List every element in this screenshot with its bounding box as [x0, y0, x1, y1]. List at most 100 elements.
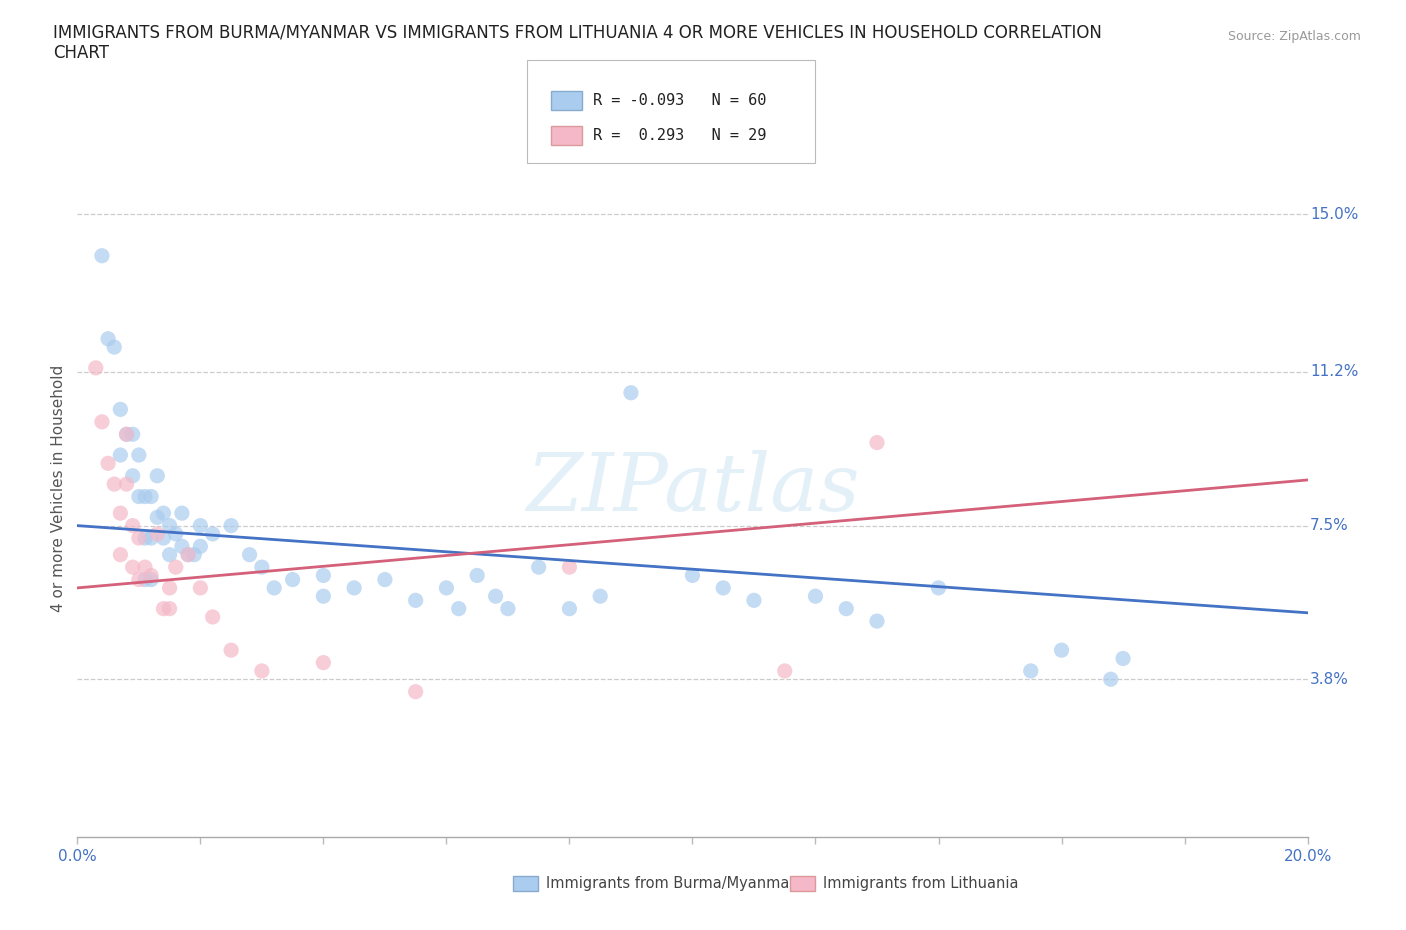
Point	[141, 568, 163, 583]
Point	[773, 663, 796, 678]
Point	[485, 589, 508, 604]
Text: Source: ZipAtlas.com: Source: ZipAtlas.com	[1227, 30, 1361, 43]
Point	[804, 589, 827, 604]
Point	[152, 506, 174, 521]
Point	[374, 572, 396, 587]
Point	[405, 593, 427, 608]
Point	[97, 456, 120, 471]
Point	[152, 601, 174, 616]
Point	[281, 572, 304, 587]
Point	[1099, 671, 1122, 686]
Point	[312, 655, 335, 670]
Point	[165, 526, 187, 541]
Point	[496, 601, 519, 616]
Point	[312, 589, 335, 604]
Point	[263, 580, 285, 595]
Point	[928, 580, 950, 595]
Point	[128, 489, 150, 504]
Point	[405, 684, 427, 699]
Point	[128, 531, 150, 546]
Point	[742, 593, 765, 608]
Point	[188, 580, 212, 595]
Point	[711, 580, 734, 595]
Point	[159, 518, 181, 533]
Point	[84, 361, 107, 376]
Point	[250, 560, 273, 575]
Point	[110, 447, 132, 462]
Point	[90, 415, 114, 430]
Point	[165, 560, 187, 575]
Point	[219, 518, 242, 533]
Text: 15.0%: 15.0%	[1310, 206, 1358, 221]
Point	[177, 547, 200, 562]
Point	[159, 580, 181, 595]
Point	[115, 477, 138, 492]
Text: Immigrants from Lithuania: Immigrants from Lithuania	[823, 876, 1018, 891]
Text: 11.2%: 11.2%	[1310, 365, 1358, 379]
Point	[201, 609, 224, 624]
Text: R =  0.293   N = 29: R = 0.293 N = 29	[593, 128, 766, 143]
Point	[115, 427, 138, 442]
Point	[558, 601, 581, 616]
Point	[558, 560, 581, 575]
Point	[110, 402, 132, 417]
Point	[134, 560, 156, 575]
Text: 3.8%: 3.8%	[1310, 671, 1348, 686]
Point	[103, 477, 125, 492]
Point	[527, 560, 550, 575]
Point	[128, 572, 150, 587]
Point	[177, 547, 200, 562]
Point	[146, 510, 169, 525]
Point	[134, 531, 156, 546]
Point	[343, 580, 366, 595]
Point	[146, 526, 169, 541]
Text: R = -0.093   N = 60: R = -0.093 N = 60	[593, 93, 766, 108]
Point	[201, 526, 224, 541]
Point	[170, 506, 193, 521]
Point	[589, 589, 612, 604]
Point	[141, 572, 163, 587]
Text: 7.5%: 7.5%	[1310, 518, 1348, 533]
Point	[183, 547, 205, 562]
Point	[620, 385, 643, 400]
Point	[110, 506, 132, 521]
Point	[250, 663, 273, 678]
Point	[1050, 643, 1073, 658]
Point	[141, 531, 163, 546]
Point	[835, 601, 858, 616]
Text: CHART: CHART	[53, 44, 110, 61]
Point	[121, 427, 143, 442]
Point	[90, 248, 114, 263]
Point	[159, 601, 181, 616]
Point	[1112, 651, 1135, 666]
Point	[1019, 663, 1042, 678]
Text: ZIPatlas: ZIPatlas	[526, 449, 859, 527]
Point	[159, 547, 181, 562]
Point	[141, 489, 163, 504]
Point	[239, 547, 262, 562]
Point	[188, 539, 212, 554]
Point	[436, 580, 458, 595]
Point	[97, 331, 120, 346]
Point	[447, 601, 470, 616]
Point	[146, 469, 169, 484]
Point	[170, 539, 193, 554]
Point	[152, 531, 174, 546]
Point	[121, 560, 143, 575]
Point	[866, 435, 889, 450]
Text: IMMIGRANTS FROM BURMA/MYANMAR VS IMMIGRANTS FROM LITHUANIA 4 OR MORE VEHICLES IN: IMMIGRANTS FROM BURMA/MYANMAR VS IMMIGRA…	[53, 23, 1102, 41]
Point	[121, 469, 143, 484]
Point	[312, 568, 335, 583]
Point	[134, 572, 156, 587]
Point	[103, 339, 125, 354]
Point	[465, 568, 488, 583]
Point	[121, 518, 143, 533]
Point	[115, 427, 138, 442]
Point	[219, 643, 242, 658]
Point	[188, 518, 212, 533]
Point	[134, 489, 156, 504]
Point	[682, 568, 704, 583]
Point	[866, 614, 889, 629]
Y-axis label: 4 or more Vehicles in Household: 4 or more Vehicles in Household	[51, 365, 66, 612]
Text: Immigrants from Burma/Myanmar: Immigrants from Burma/Myanmar	[546, 876, 794, 891]
